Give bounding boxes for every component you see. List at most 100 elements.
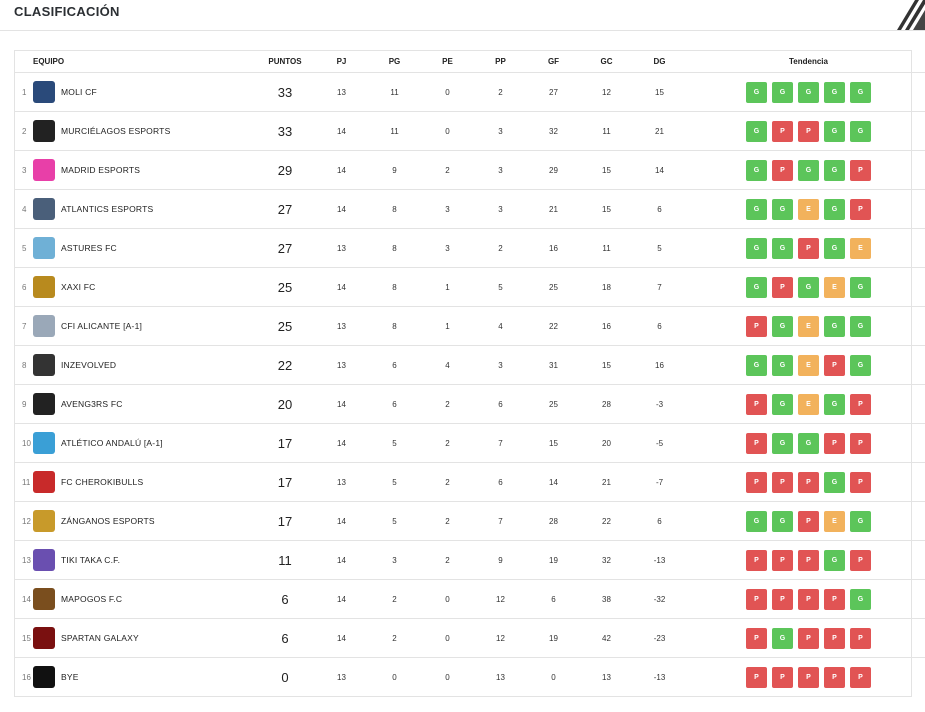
col-pe-header[interactable]: PE xyxy=(421,51,474,73)
team-cell[interactable]: ASTURES FC xyxy=(33,228,255,268)
trend-badge[interactable]: G xyxy=(824,237,845,259)
trend-badge[interactable]: P xyxy=(850,432,871,454)
trend-badge[interactable]: P xyxy=(746,549,767,571)
team-name[interactable]: BYE xyxy=(61,672,79,682)
trend-badge[interactable]: P xyxy=(824,627,845,649)
trend-badge[interactable]: P xyxy=(772,120,793,142)
col-team-header[interactable]: EQUIPO xyxy=(15,51,255,73)
trend-badge[interactable]: E xyxy=(798,393,819,415)
trend-badge[interactable]: P xyxy=(798,588,819,610)
team-link[interactable]: MAPOGOS F.C xyxy=(33,588,255,610)
trend-badge[interactable]: P xyxy=(772,549,793,571)
team-cell[interactable]: XAXI FC xyxy=(33,267,255,307)
trend-badge[interactable]: P xyxy=(772,666,793,688)
team-name[interactable]: MOLI CF xyxy=(61,87,97,97)
col-pj-header[interactable]: PJ xyxy=(315,51,368,73)
team-cell[interactable]: MAPOGOS F.C xyxy=(33,579,255,619)
col-pp-header[interactable]: PP xyxy=(474,51,527,73)
trend-badge[interactable]: G xyxy=(850,315,871,337)
team-link[interactable]: BYE xyxy=(33,666,255,688)
trend-badge[interactable]: P xyxy=(850,666,871,688)
trend-badge[interactable]: G xyxy=(798,81,819,103)
trend-badge[interactable]: P xyxy=(772,159,793,181)
trend-badge[interactable]: G xyxy=(746,354,767,376)
team-link[interactable]: MADRID ESPORTS xyxy=(33,159,255,181)
trend-badge[interactable]: P xyxy=(746,627,767,649)
team-link[interactable]: ZÁNGANOS ESPORTS xyxy=(33,510,255,532)
team-cell[interactable]: MURCIÉLAGOS ESPORTS xyxy=(33,111,255,151)
trend-badge[interactable]: G xyxy=(746,510,767,532)
trend-badge[interactable]: G xyxy=(850,81,871,103)
team-name[interactable]: XAXI FC xyxy=(61,282,96,292)
trend-badge[interactable]: G xyxy=(850,354,871,376)
trend-badge[interactable]: P xyxy=(798,237,819,259)
trend-badge[interactable]: G xyxy=(746,120,767,142)
team-cell[interactable]: FC CHEROKIBULLS xyxy=(33,462,255,502)
team-name[interactable]: MADRID ESPORTS xyxy=(61,165,141,175)
trend-badge[interactable]: G xyxy=(746,237,767,259)
trend-badge[interactable]: P xyxy=(772,471,793,493)
team-name[interactable]: TIKI TAKA C.F. xyxy=(61,555,121,565)
trend-badge[interactable]: G xyxy=(850,120,871,142)
trend-badge[interactable]: G xyxy=(850,276,871,298)
team-name[interactable]: ATLANTICS ESPORTS xyxy=(61,204,154,214)
team-name[interactable]: INZEVOLVED xyxy=(61,360,117,370)
team-link[interactable]: INZEVOLVED xyxy=(33,354,255,376)
team-cell[interactable]: MOLI CF xyxy=(33,72,255,112)
trend-badge[interactable]: P xyxy=(772,276,793,298)
trend-badge[interactable]: G xyxy=(772,432,793,454)
trend-badge[interactable]: G xyxy=(824,315,845,337)
trend-badge[interactable]: P xyxy=(798,627,819,649)
team-name[interactable]: CFI ALICANTE [A-1] xyxy=(61,321,143,331)
team-link[interactable]: FC CHEROKIBULLS xyxy=(33,471,255,493)
trend-badge[interactable]: G xyxy=(772,81,793,103)
team-cell[interactable]: ATLANTICS ESPORTS xyxy=(33,189,255,229)
trend-badge[interactable]: E xyxy=(798,315,819,337)
team-name[interactable]: MURCIÉLAGOS ESPORTS xyxy=(61,126,171,136)
trend-badge[interactable]: G xyxy=(824,393,845,415)
team-link[interactable]: XAXI FC xyxy=(33,276,255,298)
trend-badge[interactable]: P xyxy=(746,315,767,337)
trend-badge[interactable]: G xyxy=(772,354,793,376)
trend-badge[interactable]: E xyxy=(798,198,819,220)
trend-badge[interactable]: E xyxy=(824,510,845,532)
team-cell[interactable]: ZÁNGANOS ESPORTS xyxy=(33,501,255,541)
trend-badge[interactable]: G xyxy=(772,510,793,532)
trend-badge[interactable]: P xyxy=(850,393,871,415)
trend-badge[interactable]: G xyxy=(824,471,845,493)
trend-badge[interactable]: G xyxy=(850,588,871,610)
col-gc-header[interactable]: GC xyxy=(580,51,633,73)
trend-badge[interactable]: G xyxy=(798,432,819,454)
team-name[interactable]: MAPOGOS F.C xyxy=(61,594,123,604)
trend-badge[interactable]: P xyxy=(850,159,871,181)
team-link[interactable]: AVENG3RS FC xyxy=(33,393,255,415)
trend-badge[interactable]: P xyxy=(746,588,767,610)
trend-badge[interactable]: P xyxy=(746,432,767,454)
trend-badge[interactable]: G xyxy=(824,549,845,571)
trend-badge[interactable]: P xyxy=(798,510,819,532)
team-link[interactable]: TIKI TAKA C.F. xyxy=(33,549,255,571)
team-name[interactable]: SPARTAN GALAXY xyxy=(61,633,139,643)
trend-badge[interactable]: G xyxy=(746,81,767,103)
col-pg-header[interactable]: PG xyxy=(368,51,421,73)
team-name[interactable]: AVENG3RS FC xyxy=(61,399,123,409)
trend-badge[interactable]: G xyxy=(772,198,793,220)
team-cell[interactable]: ATLÉTICO ANDALÚ [A-1] xyxy=(33,423,255,463)
team-cell[interactable]: SPARTAN GALAXY xyxy=(33,618,255,658)
col-gf-header[interactable]: GF xyxy=(527,51,580,73)
trend-badge[interactable]: P xyxy=(746,666,767,688)
trend-badge[interactable]: P xyxy=(824,588,845,610)
trend-badge[interactable]: P xyxy=(746,471,767,493)
team-cell[interactable]: CFI ALICANTE [A-1] xyxy=(33,306,255,346)
team-cell[interactable]: BYE xyxy=(33,658,255,697)
team-name[interactable]: ATLÉTICO ANDALÚ [A-1] xyxy=(61,438,163,448)
team-link[interactable]: ATLANTICS ESPORTS xyxy=(33,198,255,220)
trend-badge[interactable]: P xyxy=(824,666,845,688)
trend-badge[interactable]: P xyxy=(850,549,871,571)
trend-badge[interactable]: E xyxy=(824,276,845,298)
trend-badge[interactable]: P xyxy=(746,393,767,415)
trend-badge[interactable]: P xyxy=(824,432,845,454)
trend-badge[interactable]: P xyxy=(850,471,871,493)
trend-badge[interactable]: G xyxy=(746,198,767,220)
trend-badge[interactable]: E xyxy=(798,354,819,376)
